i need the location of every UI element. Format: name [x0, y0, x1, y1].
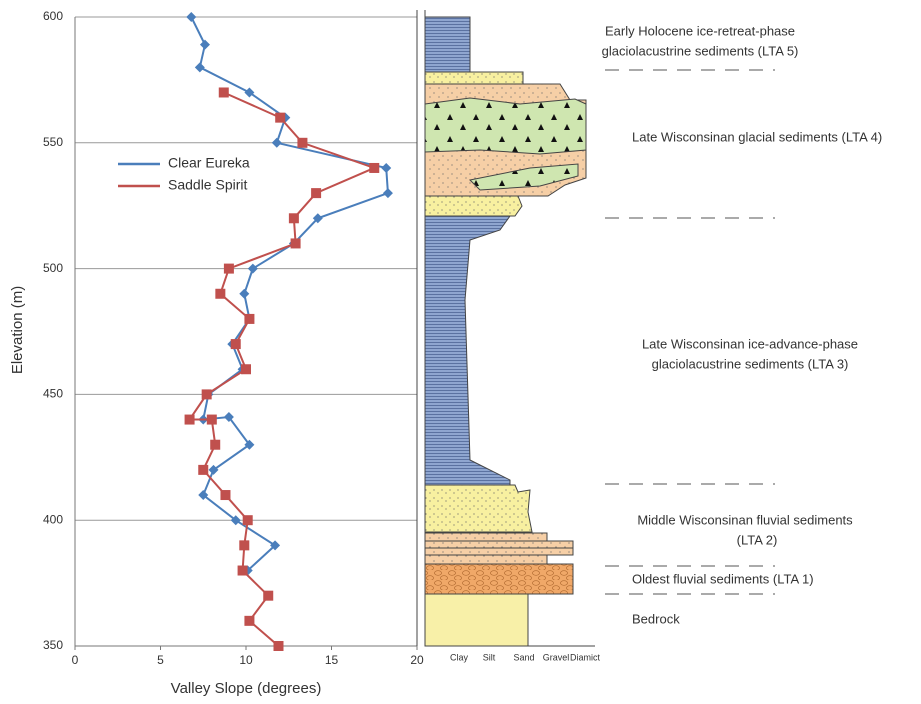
grain-size-label: Diamict: [570, 652, 601, 662]
point-marker: [220, 490, 230, 500]
point-marker: [200, 40, 210, 50]
unit-label: Oldest fluvial sediments (LTA 1): [632, 571, 814, 586]
point-marker: [195, 62, 205, 72]
unit-layer: [425, 594, 528, 646]
legend-label: Clear Eureka: [168, 155, 250, 171]
unit-layer: [425, 485, 532, 532]
grain-size-label: Sand: [513, 652, 534, 662]
point-marker: [215, 289, 225, 299]
y-tick-label: 600: [43, 9, 63, 23]
point-marker: [311, 188, 321, 198]
figure: 350 400 450 500 550 600 0 5 10 15 20 Valley Slope (…: [0, 0, 921, 699]
y-tick-label: 350: [43, 638, 63, 652]
unit-layer: [425, 216, 510, 485]
stratigraphic-column: [425, 10, 775, 646]
point-marker: [381, 163, 391, 173]
x-axis-title: Valley Slope (degrees): [171, 680, 322, 697]
unit-layer: [425, 533, 547, 541]
point-marker: [263, 591, 273, 601]
x-tick-label: 5: [157, 653, 164, 667]
series-line: [190, 92, 375, 646]
grain-size-label: Gravel: [543, 652, 570, 662]
point-marker: [244, 616, 254, 626]
unit-label: Middle Wisconsinan fluvial sediments: [637, 512, 853, 527]
point-marker: [239, 540, 249, 550]
point-marker: [248, 264, 258, 274]
unit-label: glaciolacustrine sediments (LTA 3): [652, 356, 849, 371]
unit-layer: [425, 98, 586, 154]
point-marker: [291, 238, 301, 248]
unit-label: Bedrock: [632, 611, 680, 626]
unit-layer: [425, 541, 573, 548]
point-marker: [273, 641, 283, 651]
point-marker: [275, 113, 285, 123]
x-tick-label: 20: [410, 653, 424, 667]
unit-layer: [425, 555, 547, 564]
y-tick-label: 450: [43, 387, 63, 401]
grain-size-label: Silt: [483, 652, 496, 662]
point-marker: [244, 314, 254, 324]
point-marker: [224, 264, 234, 274]
point-marker: [198, 465, 208, 475]
unit-layer: [425, 196, 522, 216]
point-marker: [210, 440, 220, 450]
point-marker: [289, 213, 299, 223]
x-tick-label: 10: [239, 653, 253, 667]
point-marker: [186, 12, 196, 22]
unit-layer: [425, 548, 573, 555]
unit-layer: [425, 564, 573, 594]
point-marker: [243, 515, 253, 525]
y-tick-label: 400: [43, 512, 63, 526]
grain-size-label: Clay: [450, 652, 469, 662]
point-marker: [383, 188, 393, 198]
unit-layer: [425, 72, 523, 84]
point-marker: [241, 364, 251, 374]
point-marker: [297, 138, 307, 148]
x-tick-label: 15: [325, 653, 339, 667]
point-marker: [185, 415, 195, 425]
y-tick-label: 550: [43, 135, 63, 149]
point-marker: [369, 163, 379, 173]
unit-label: Early Holocene ice-retreat-phase: [605, 23, 795, 38]
unit-layer: [425, 17, 470, 72]
unit-label: Late Wisconsinan glacial sediments (LTA …: [632, 129, 882, 144]
legend-label: Saddle Spirit: [168, 177, 247, 193]
unit-label: glaciolacustrine sediments (LTA 5): [602, 43, 799, 58]
unit-label: Late Wisconsinan ice-advance-phase: [642, 336, 858, 351]
point-marker: [238, 566, 248, 576]
point-marker: [231, 339, 241, 349]
x-tick-label: 0: [72, 653, 79, 667]
unit-label: (LTA 2): [737, 532, 778, 547]
point-marker: [207, 415, 217, 425]
point-marker: [272, 138, 282, 148]
point-marker: [219, 87, 229, 97]
point-marker: [202, 389, 212, 399]
y-tick-label: 500: [43, 261, 63, 275]
point-marker: [239, 289, 249, 299]
y-axis-title: Elevation (m): [9, 286, 26, 374]
